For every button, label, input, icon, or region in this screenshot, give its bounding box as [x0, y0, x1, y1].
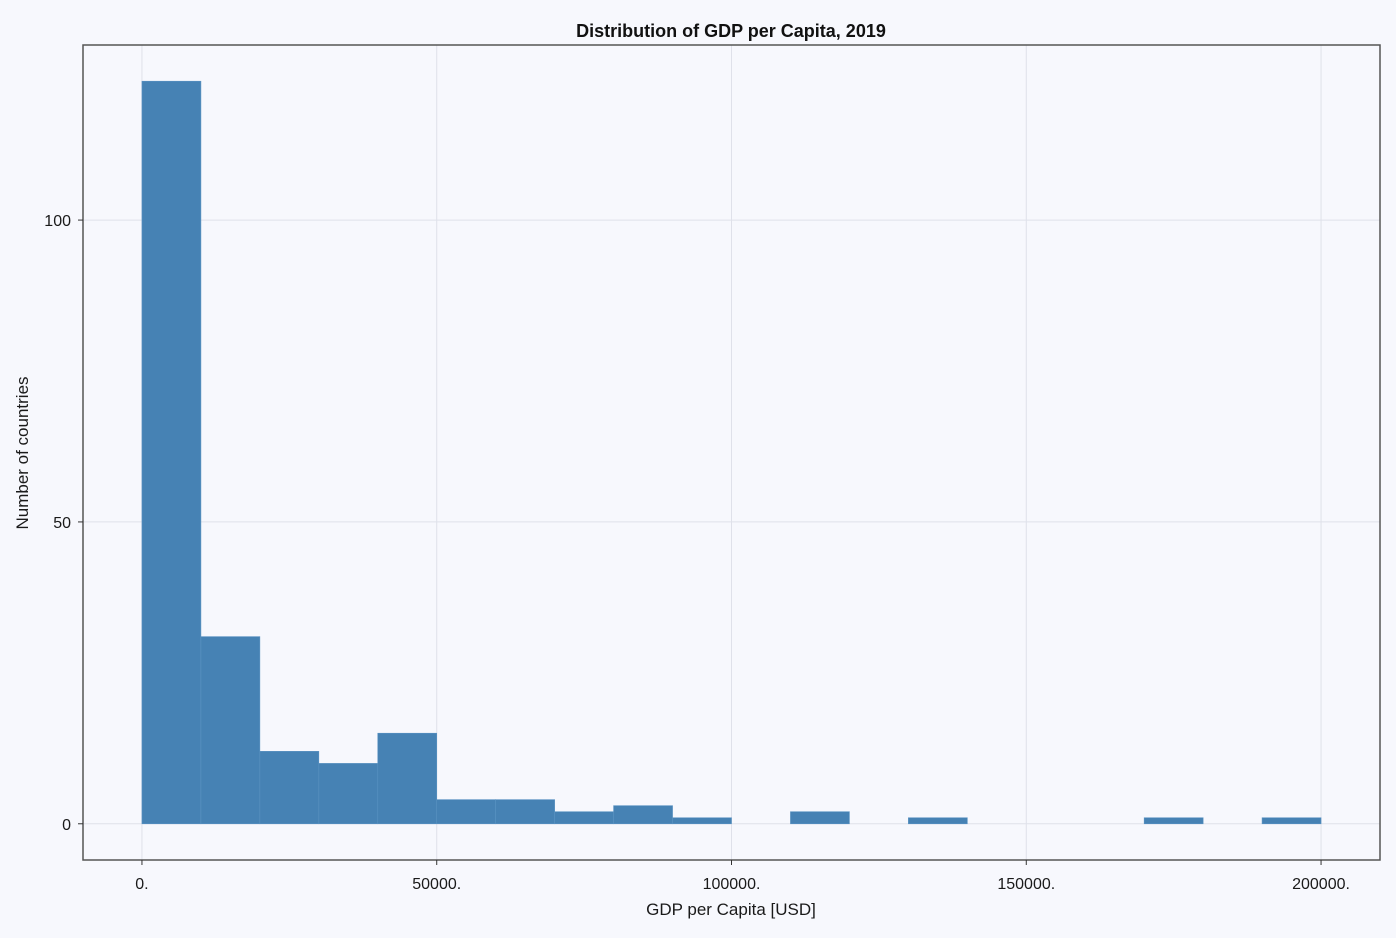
histogram-bar [790, 811, 850, 825]
y-tick-label: 0 [62, 817, 71, 834]
histogram-bar [436, 799, 496, 825]
histogram-bar [495, 799, 555, 825]
histogram-bar [554, 811, 614, 825]
y-axis-label: Number of countries [13, 376, 32, 529]
histogram-bar [1261, 817, 1322, 825]
histogram-bar [377, 732, 438, 825]
y-tick-label: 100 [44, 213, 71, 230]
histogram-bar [200, 636, 261, 825]
x-axis-label: GDP per Capita [USD] [646, 900, 816, 919]
grid-lines [83, 45, 1380, 860]
histogram-bar [141, 80, 202, 825]
x-tick-label: 50000. [412, 876, 461, 893]
histogram-bar [259, 751, 320, 825]
x-tick-label: 0. [135, 876, 148, 893]
histogram-bar [1143, 817, 1204, 825]
histogram-bar [318, 763, 379, 825]
x-tick-label: 100000. [703, 876, 761, 893]
histogram-bar [908, 817, 968, 825]
histogram-bar [613, 805, 673, 825]
histogram-bar [672, 817, 732, 825]
y-tick-label: 50 [53, 515, 71, 532]
y-axis-ticks: 0 50 100 [44, 213, 83, 834]
x-tick-label: 150000. [997, 876, 1055, 893]
histogram-bars [141, 80, 1322, 825]
x-axis-ticks: 0. 50000. 100000. 150000. 200000. [135, 860, 1350, 893]
x-tick-label: 200000. [1292, 876, 1350, 893]
chart-title: Distribution of GDP per Capita, 2019 [576, 21, 886, 41]
